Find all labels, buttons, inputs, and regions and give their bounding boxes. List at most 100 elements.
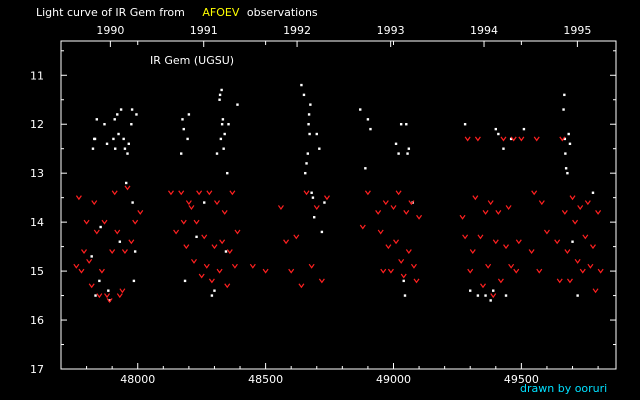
upper-limit-point bbox=[385, 244, 392, 250]
upper-limit-point bbox=[119, 288, 126, 294]
upper-limit-point bbox=[83, 219, 90, 225]
upper-limit-point bbox=[592, 288, 599, 294]
upper-limit-point bbox=[114, 229, 121, 235]
observation-point bbox=[112, 137, 115, 141]
observation-point bbox=[107, 289, 110, 292]
y-tick-label: 15 bbox=[30, 265, 44, 278]
x-tick-label: 49000 bbox=[376, 373, 411, 386]
observation-point bbox=[567, 132, 570, 136]
upper-limit-point bbox=[589, 244, 596, 250]
upper-limit-point bbox=[485, 263, 492, 269]
upper-limit-point bbox=[469, 249, 476, 255]
observation-point bbox=[222, 147, 225, 150]
observation-point bbox=[489, 299, 492, 302]
upper-limit-point bbox=[124, 185, 131, 191]
observation-point bbox=[497, 132, 500, 136]
observation-point bbox=[126, 152, 129, 155]
observation-point bbox=[402, 279, 405, 283]
title-prefix: Light curve of IR Gem from bbox=[36, 6, 185, 19]
upper-limit-point bbox=[324, 195, 330, 201]
y-tick-label: 17 bbox=[30, 363, 44, 376]
observation-point bbox=[119, 108, 123, 111]
upper-limit-point bbox=[474, 136, 481, 142]
observation-point bbox=[116, 113, 119, 116]
observation-point bbox=[564, 152, 567, 155]
year-label: 1993 bbox=[377, 24, 405, 37]
credit-label: drawn by ooruri bbox=[520, 382, 607, 395]
y-tick-label: 12 bbox=[30, 118, 44, 131]
upper-limit-point bbox=[185, 200, 192, 206]
upper-limit-point bbox=[408, 200, 415, 206]
observation-point bbox=[302, 93, 306, 97]
upper-limit-point bbox=[505, 205, 512, 210]
upper-limit-point bbox=[229, 190, 236, 196]
observation-point bbox=[405, 123, 408, 126]
upper-limit-point bbox=[554, 239, 561, 245]
observation-point bbox=[522, 127, 526, 131]
observation-point bbox=[130, 123, 133, 126]
observation-point bbox=[563, 137, 567, 141]
observation-point bbox=[135, 113, 138, 116]
observation-point bbox=[130, 108, 134, 111]
upper-limit-point bbox=[198, 273, 205, 279]
upper-limit-point bbox=[569, 195, 576, 201]
observation-point bbox=[108, 299, 111, 302]
observation-point bbox=[90, 255, 93, 258]
year-label: 1990 bbox=[96, 24, 124, 37]
observation-point bbox=[186, 137, 189, 141]
observation-point bbox=[123, 147, 127, 150]
observation-point bbox=[94, 294, 97, 297]
upper-limit-point bbox=[78, 268, 85, 274]
observation-point bbox=[183, 279, 187, 283]
upper-limit-point bbox=[375, 209, 382, 215]
upper-limit-point bbox=[405, 249, 412, 255]
upper-limit-point bbox=[116, 293, 123, 299]
observation-point bbox=[117, 132, 120, 136]
observation-point bbox=[394, 142, 398, 146]
upper-limit-point bbox=[216, 268, 223, 274]
observation-point bbox=[223, 132, 226, 136]
upper-limit-point bbox=[303, 190, 310, 196]
x-tick-label: 49500 bbox=[504, 373, 539, 386]
observation-point bbox=[310, 191, 313, 194]
observation-point bbox=[492, 289, 495, 292]
upper-limit-point bbox=[106, 298, 113, 303]
upper-limit-point bbox=[393, 239, 400, 245]
observation-point bbox=[187, 113, 191, 116]
upper-limit-point bbox=[515, 239, 522, 245]
observation-point bbox=[399, 123, 403, 126]
observation-point bbox=[562, 108, 565, 111]
upper-limit-point bbox=[173, 229, 180, 235]
observation-point bbox=[494, 127, 497, 131]
upper-limit-point bbox=[178, 190, 185, 196]
upper-limit-point bbox=[201, 234, 208, 240]
upper-limit-point bbox=[219, 239, 226, 245]
upper-limit-point bbox=[75, 195, 82, 201]
upper-limit-point bbox=[416, 214, 423, 220]
observation-point bbox=[220, 88, 223, 92]
upper-limit-point bbox=[531, 190, 538, 196]
upper-limit-point bbox=[226, 249, 233, 255]
upper-limit-point bbox=[364, 190, 371, 196]
upper-limit-point bbox=[111, 190, 118, 196]
observation-point bbox=[226, 171, 229, 175]
upper-limit-point bbox=[249, 263, 256, 269]
upper-limit-point bbox=[574, 258, 581, 264]
upper-limit-point bbox=[387, 268, 394, 274]
upper-limit-point bbox=[180, 219, 187, 225]
upper-limit-point bbox=[132, 219, 139, 225]
observation-point bbox=[180, 152, 183, 155]
observation-point bbox=[95, 118, 99, 121]
observation-point bbox=[181, 118, 184, 121]
upper-limit-point bbox=[298, 283, 305, 289]
observation-point bbox=[182, 127, 185, 131]
observation-point bbox=[125, 181, 128, 185]
observation-point bbox=[91, 147, 95, 150]
axes-layer: 48000 48500 49000 49500 11 12 13 14 15 16 17 1990 19… bbox=[30, 24, 616, 386]
upper-limit-point bbox=[480, 283, 486, 289]
upper-limit-point bbox=[472, 195, 479, 201]
observation-point bbox=[122, 137, 125, 141]
observation-point bbox=[210, 294, 214, 297]
